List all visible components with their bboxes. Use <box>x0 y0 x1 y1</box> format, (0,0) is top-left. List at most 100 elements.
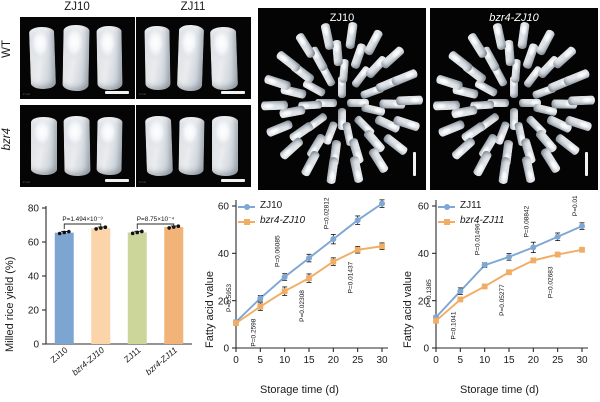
data-point <box>257 295 264 302</box>
rice-grain <box>498 156 512 185</box>
svg-text:0: 0 <box>433 355 439 366</box>
data-point <box>433 317 439 324</box>
data-point <box>57 231 62 236</box>
data-point <box>103 225 108 230</box>
svg-text:0: 0 <box>423 344 429 355</box>
rice-grain <box>382 132 410 157</box>
data-point <box>579 246 585 253</box>
bar <box>91 228 111 344</box>
photo-bzr4-zj11: 2 mm <box>136 105 251 187</box>
p-value-annotation: P=0.05277 <box>499 284 506 316</box>
svg-text:bzr4-ZJ10: bzr4-ZJ10 <box>70 345 106 378</box>
data-point <box>306 275 312 282</box>
rice-grain <box>432 100 460 111</box>
data-point <box>330 258 337 265</box>
data-point <box>354 246 361 253</box>
rice-grain <box>299 149 321 178</box>
rice-grain <box>504 39 516 67</box>
scale-bar <box>221 179 245 182</box>
rice-grain <box>446 49 474 74</box>
photo-bzr4-zj10: 2 mm <box>20 105 135 187</box>
p-value-annotation: P=0.02683 <box>548 266 555 298</box>
line-chart-1-xlabel: Storage time (d) <box>260 384 339 396</box>
data-point <box>306 255 312 262</box>
panel-a-column-header-zj10: ZJ10 <box>64 1 90 13</box>
data-point <box>481 283 488 290</box>
data-point <box>554 251 561 258</box>
data-point <box>379 200 385 207</box>
svg-text:5: 5 <box>458 355 464 366</box>
panel-d-line-chart-zj10: 0 20 40 60 0 5 10 15 20 25 30 P=0.5953 P=0.2598 P=0.0… <box>200 196 400 402</box>
svg-text:0: 0 <box>223 344 229 355</box>
p-value-annotation: P=0.5953 <box>226 284 233 312</box>
svg-text:15: 15 <box>303 355 315 366</box>
data-point <box>354 217 361 224</box>
rice-grain <box>562 68 592 87</box>
scale-bar <box>413 152 416 176</box>
svg-text:80: 80 <box>28 204 40 215</box>
legend-label-bzr4-zj11: bzr4-ZJ11 <box>460 215 505 226</box>
data-point <box>281 288 288 295</box>
svg-text:60: 60 <box>418 202 430 213</box>
svg-text:40: 40 <box>218 249 230 260</box>
bar <box>127 232 147 344</box>
data-point <box>94 227 98 231</box>
p-value-annotation: P=0.02812 <box>323 197 330 229</box>
svg-text:20: 20 <box>28 306 40 317</box>
panel-b-title-bzr4-zj10: bzr4-ZJ10 <box>489 12 539 24</box>
p-value-annotation: P=0.06085 <box>275 235 282 267</box>
data-point <box>579 223 585 230</box>
scale-bar <box>585 152 588 176</box>
panel-a-row-header-bzr4: bzr4 <box>1 128 13 151</box>
panel-b-radial-zj10: ZJ10 <box>258 8 426 190</box>
line-chart-2-xlabel: Storage time (d) <box>460 384 539 396</box>
svg-text:0: 0 <box>33 340 39 351</box>
line-chart-1-ylabel: Fatty acid value <box>204 270 216 348</box>
rice-grain <box>390 68 420 87</box>
rice-grain <box>535 28 556 57</box>
legend-circle-icon <box>443 204 450 210</box>
photo-wt-zj10: 2 mm <box>20 17 135 99</box>
data-point <box>506 269 512 276</box>
data-point <box>167 226 171 230</box>
data-point <box>257 303 264 310</box>
panel-a-row-header-wt: WT <box>1 40 13 58</box>
p-value-annotation: P=0.01496 <box>475 223 482 255</box>
rice-grain <box>274 49 302 74</box>
line-chart-2-ylabel: Fatty acid value <box>402 270 414 348</box>
svg-text:30: 30 <box>376 355 388 366</box>
svg-text:15: 15 <box>503 355 515 366</box>
svg-text:60: 60 <box>218 202 230 213</box>
rice-grain <box>435 73 464 91</box>
data-point <box>62 230 67 235</box>
rice-grain <box>466 31 489 60</box>
legend-label-zj10: ZJ10 <box>260 200 283 211</box>
p-value-annotation: P=0.1041 <box>450 311 457 339</box>
legend-label-bzr4-zj10: bzr4-ZJ10 <box>260 215 306 226</box>
scale-bar <box>105 179 129 182</box>
data-point <box>530 244 537 251</box>
panel-a-column-header-zj11: ZJ11 <box>180 1 206 13</box>
data-point <box>379 243 385 250</box>
rice-grain <box>471 149 493 178</box>
svg-text:60: 60 <box>28 238 40 249</box>
data-point <box>67 229 71 234</box>
p-value-annotation: P=0.08842 <box>523 205 530 237</box>
rice-grain <box>396 95 424 106</box>
panel-b-title-zj10: ZJ10 <box>329 12 355 24</box>
data-point <box>457 296 464 303</box>
rice-grain <box>363 28 384 57</box>
rice-grain <box>554 132 582 157</box>
p-value-annotation: P=0.01437 <box>348 261 355 293</box>
svg-text:20: 20 <box>528 355 540 366</box>
legend-square-icon <box>443 219 450 225</box>
scale-bar <box>221 91 245 94</box>
p-value-annotation: P=0.2598 <box>250 318 257 346</box>
p-value-annotation: P=0.1385 <box>426 279 433 307</box>
data-point <box>530 257 537 264</box>
photo-wt-zj11: 2 mm <box>136 17 251 99</box>
svg-text:10: 10 <box>479 355 491 366</box>
data-point <box>481 262 488 269</box>
rice-grain <box>516 21 530 50</box>
